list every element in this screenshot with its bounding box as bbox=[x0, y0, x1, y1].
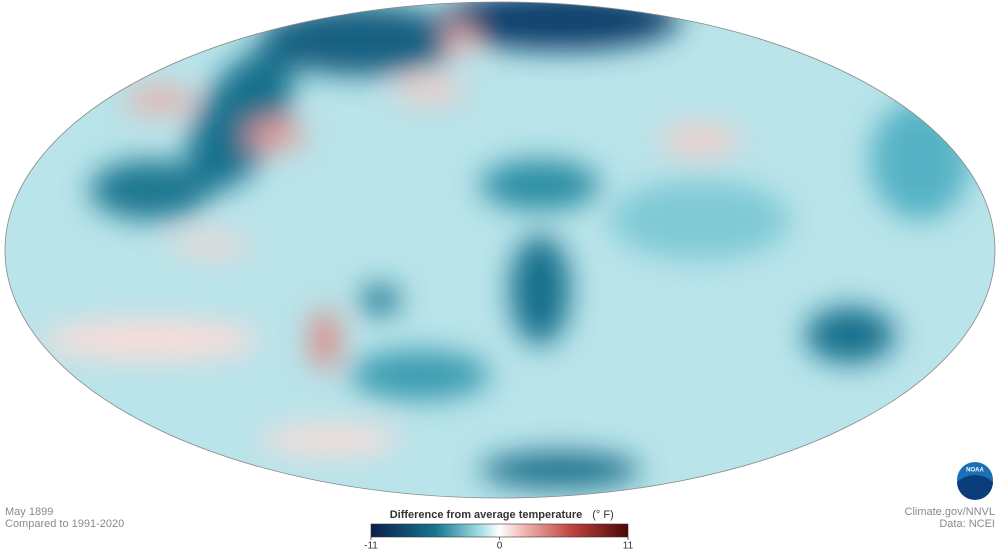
scale-tick-label: 11 bbox=[623, 541, 634, 552]
scale-tick-label: -11 bbox=[364, 541, 378, 552]
temperature-map bbox=[5, 2, 995, 498]
baseline-caption: Compared to 1991-2020 bbox=[5, 518, 124, 530]
data-credit: Data: NCEI bbox=[939, 518, 995, 530]
source-credit: Climate.gov/NNVL bbox=[905, 506, 995, 518]
logo-text: NOAA bbox=[966, 468, 984, 474]
color-scale bbox=[370, 523, 629, 538]
legend-title: Difference from average temperature bbox=[390, 509, 583, 521]
date-caption: May 1899 bbox=[5, 506, 53, 518]
legend-unit: (° F) bbox=[592, 509, 614, 521]
noaa-logo: NOAA bbox=[957, 462, 993, 500]
map-outline bbox=[4, 1, 996, 499]
scale-tick-label: 0 bbox=[497, 541, 503, 552]
